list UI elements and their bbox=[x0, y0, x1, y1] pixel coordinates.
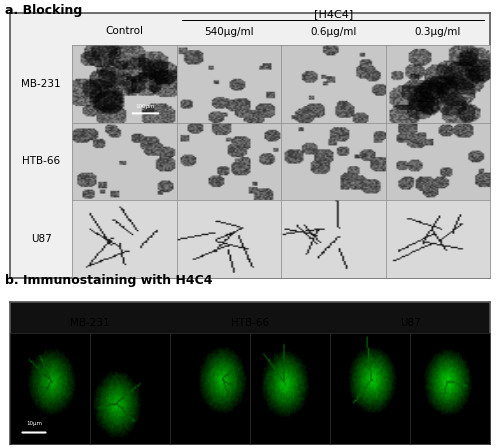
Text: 540µg/ml: 540µg/ml bbox=[204, 27, 254, 37]
Text: 0.6µg/ml: 0.6µg/ml bbox=[310, 27, 356, 37]
Text: HTB-66: HTB-66 bbox=[22, 156, 60, 167]
Text: Control: Control bbox=[106, 26, 144, 36]
Text: MB-231: MB-231 bbox=[70, 318, 110, 328]
Text: HTB-66: HTB-66 bbox=[231, 318, 269, 328]
Text: MB-231: MB-231 bbox=[22, 79, 61, 89]
Text: U87: U87 bbox=[400, 318, 420, 328]
Text: 0.3µg/ml: 0.3µg/ml bbox=[414, 27, 461, 37]
Text: 100µm: 100µm bbox=[136, 104, 155, 109]
Text: b. Immunostaining with H4C4: b. Immunostaining with H4C4 bbox=[5, 274, 212, 287]
Text: 10µm: 10µm bbox=[26, 421, 42, 426]
Text: a. Blocking: a. Blocking bbox=[5, 4, 82, 17]
Text: [H4C4]: [H4C4] bbox=[314, 9, 353, 19]
Text: U87: U87 bbox=[31, 234, 52, 244]
